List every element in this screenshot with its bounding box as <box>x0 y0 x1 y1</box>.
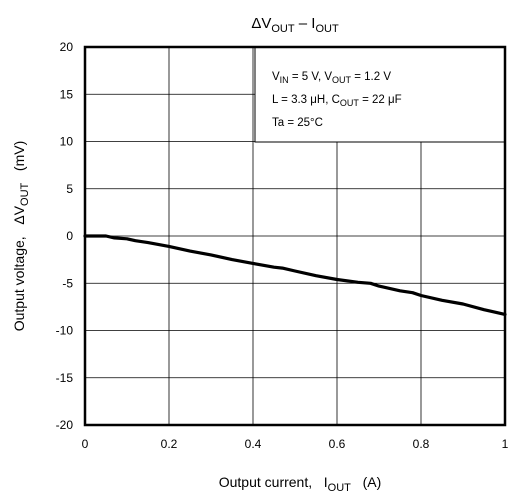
title-sub2: OUT <box>315 23 339 35</box>
text-run: = 22 μF <box>359 94 402 106</box>
x-axis-label-text: Output current, I <box>219 474 328 490</box>
x-tick-labels: 0 0.2 0.4 0.6 0.8 1 <box>82 437 509 451</box>
x-tick-label: 0.2 <box>161 437 178 451</box>
plot-frame <box>83 45 507 427</box>
subscript: OUT <box>332 75 352 85</box>
text-run: = 1.2 V <box>351 71 391 83</box>
text-run: = 5 V, V <box>289 71 333 83</box>
chart-title: ΔVOUT – IOUT <box>251 15 339 35</box>
y-tick-label: 0 <box>66 229 73 243</box>
y-tick-label: -10 <box>56 324 74 338</box>
y-tick-label: 10 <box>60 135 74 149</box>
title-main: ΔV <box>251 15 271 32</box>
subscript: IN <box>280 75 289 85</box>
x-tick-label: 0.8 <box>413 437 430 451</box>
y-tick-label: 20 <box>60 40 74 54</box>
title-mid: – I <box>295 15 316 32</box>
y-tick-labels: 20 15 10 5 0 -5 -10 -15 -20 <box>56 40 74 432</box>
y-axis-label-sub: OUT <box>19 182 31 206</box>
y-tick-label: -15 <box>56 371 74 385</box>
text-run: Ta = 25°C <box>272 117 323 129</box>
x-axis-label: Output current, IOUT (A) <box>219 474 382 494</box>
series-line <box>83 234 507 316</box>
conditions-box-frame <box>254 46 506 143</box>
conditions-line-3: Ta = 25°C <box>272 117 323 129</box>
y-tick-label: 15 <box>60 87 74 101</box>
text-run: V <box>272 71 280 83</box>
y-axis-label: Output voltage, ΔVOUT (mV) <box>11 141 31 332</box>
conditions-line-1: VIN = 5 V, VOUT = 1.2 V <box>272 71 391 85</box>
text-run: L = 3.3 μH, C <box>272 94 340 106</box>
x-tick-label: 0 <box>82 437 89 451</box>
x-tick-label: 1 <box>502 437 509 451</box>
x-axis-label-unit: (A) <box>351 474 381 490</box>
y-tick-label: -20 <box>56 418 74 432</box>
x-tick-label: 0.6 <box>329 437 346 451</box>
y-axis-label-unit: (mV) <box>11 141 27 183</box>
x-axis-label-sub: OUT <box>328 482 352 494</box>
y-tick-label: 5 <box>66 182 73 196</box>
subscript: OUT <box>340 98 360 108</box>
x-tick-label: 0.4 <box>245 437 262 451</box>
title-sub1: OUT <box>271 23 295 35</box>
y-axis-label-text: Output voltage, ΔV <box>11 205 27 331</box>
y-tick-label: -5 <box>62 276 73 290</box>
conditions-box: VIN = 5 V, VOUT = 1.2 V L = 3.3 μH, COUT… <box>254 46 506 143</box>
conditions-line-2: L = 3.3 μH, COUT = 22 μF <box>272 94 402 108</box>
